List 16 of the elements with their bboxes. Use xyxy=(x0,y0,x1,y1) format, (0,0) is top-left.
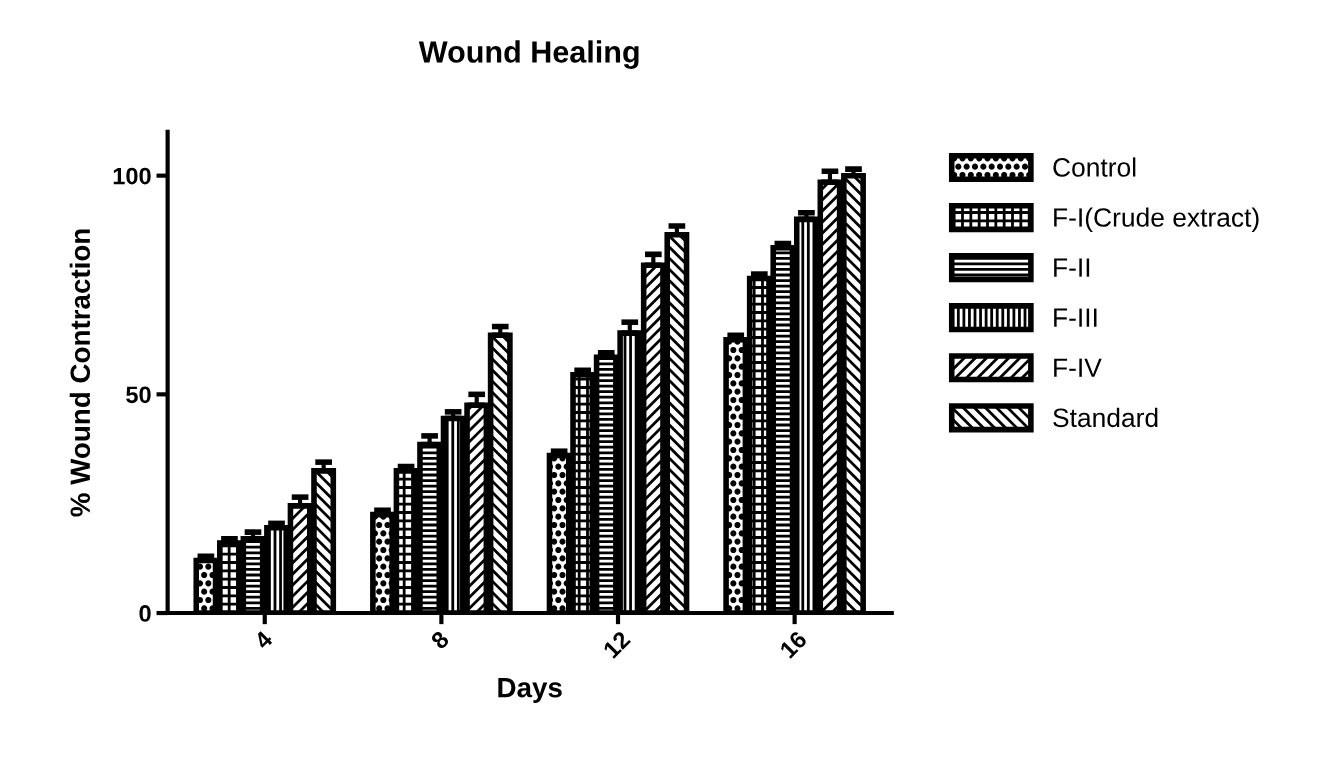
x-tick-label: 16 xyxy=(779,630,808,659)
y-tick-label: 0 xyxy=(139,605,151,622)
legend-label: Control xyxy=(1053,157,1136,177)
legend-label: F-II xyxy=(1054,258,1090,277)
chart-title: Wound Healing xyxy=(418,40,639,69)
x-tick-label: 8 xyxy=(429,629,450,651)
legend-label: F-IV xyxy=(1054,358,1102,377)
legend-label: F-III xyxy=(1054,308,1097,327)
x-tick-label: 12 xyxy=(602,630,631,659)
legend-label: F-I(Crude extract) xyxy=(1054,207,1259,233)
y-axis-title: % Wound Contraction xyxy=(69,229,91,517)
x-tick-label: 4 xyxy=(253,629,274,651)
y-tick-label: 50 xyxy=(126,386,151,404)
legend-label: Standard xyxy=(1053,407,1158,428)
x-axis-title: Days xyxy=(498,678,562,703)
y-tick-label: 100 xyxy=(113,167,151,185)
